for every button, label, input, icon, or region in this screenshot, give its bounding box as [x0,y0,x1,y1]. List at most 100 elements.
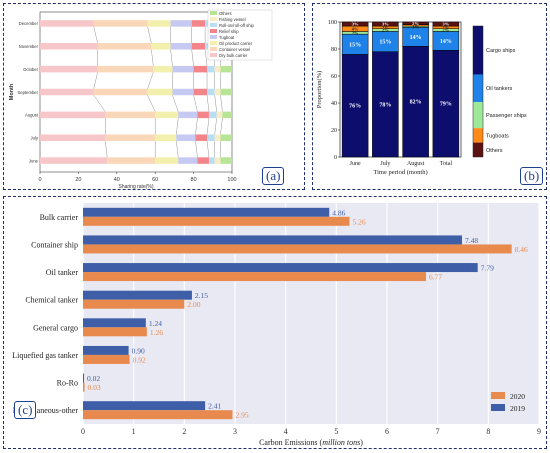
connector-line-a [195,118,198,135]
y-tick-label-c: General cargo [33,323,78,332]
legend-label-a: Tugboat [219,35,235,40]
y-tick-label-c: Ro-Ro [57,379,78,388]
panel-c-label: (c) [14,401,37,419]
bar-label-b: 14% [440,39,452,45]
bar-a [105,134,156,141]
x-tick-label-b: August [407,161,425,167]
y-axis-label-b: Proportion(%) [316,71,323,109]
x-axis-label-b: Time period (month) [373,169,427,176]
bar-a [207,134,215,141]
colorbar-label-b: Passenger ships [486,113,527,119]
legend-label-c: 2019 [510,404,525,413]
bar-label-b: 2% [442,25,449,30]
colorbar-segment-b [473,142,483,157]
y-tick-label-a: October [23,67,39,72]
bar-value-label-c: 1.24 [149,319,162,328]
x-tick-label-c: 5 [334,427,338,436]
bar-label-b: 2% [412,21,419,26]
x-tick-label-c: 1 [132,427,136,436]
legend-label-a: Roll-on/roll-off ship [219,23,255,28]
bar-label-b: 3% [382,22,389,27]
bar-a [107,157,156,164]
bar-c [83,299,185,309]
legend-swatch-a [210,41,217,45]
legend-swatch-a [210,53,217,57]
x-tick-label-a: 100 [227,177,236,183]
colorbar-segment-b [473,128,483,143]
x-tick-label-a: 20 [75,177,81,183]
bar-a [197,157,209,164]
connector-line-a [220,95,223,112]
x-axis-label-c: Carbon Emissions (million tons) [259,438,363,447]
x-tick-label-c: 2 [182,427,186,436]
connector-line-a [147,95,156,112]
x-tick-label-a: 80 [191,177,197,183]
bar-label-b: 79% [440,102,452,108]
bar-a [208,157,215,164]
panel-b: 0 20 40 60 80 100 Proportion(%) Time period (mo… [312,3,547,190]
bar-label-b: 2% [352,30,359,35]
x-tick-label-a: 0 [38,177,41,183]
x-tick-label-c: 3 [233,427,237,436]
x-axis-label-a: Sharing rate(%) [118,184,153,189]
legend-swatch-c [491,392,505,399]
connector-line-a [176,140,179,158]
bar-value-label-c: 0.03 [88,383,101,392]
connector-line-a [214,95,217,112]
x-tick-label-b: June [350,161,361,167]
bar-a [214,157,221,164]
y-tick-label-c: Bulk carrier [40,213,79,222]
connector-line-a [191,49,194,66]
bar-value-label-c: 8.46 [515,245,528,254]
bar-a [220,65,232,73]
bar-c [83,327,147,337]
y-tick-label-c: Chemical tanker [25,296,78,305]
x-tick-label-c: 6 [385,427,389,436]
bar-value-label-c: 4.86 [332,208,345,217]
bar-a [155,134,177,141]
bar-a [220,88,232,96]
colorbar-segment-b [473,26,483,75]
bar-c [83,373,85,383]
bar-value-label-c: 1.26 [150,328,163,337]
bar-c [83,410,233,420]
connector-line-a [170,49,173,66]
x-tick-label-a: 40 [114,177,120,183]
bar-c [83,216,350,226]
bar-c [83,382,85,392]
bar-a [170,43,192,50]
legend-label-a: Container vessel [219,47,250,52]
bar-a [151,43,171,50]
y-tick-label-b: 80 [331,47,337,53]
bar-a [147,88,173,96]
bar-label-b: 82% [410,100,422,106]
bar-a [216,111,223,119]
bar-a [222,111,232,119]
bar-value-label-c: 7.48 [465,236,478,245]
connector-line-a [147,72,154,89]
y-tick-label-c: Container ship [31,240,78,249]
bar-a [208,111,217,119]
x-tick-label-c: 8 [486,427,490,436]
legend-swatch-a [210,23,217,27]
y-tick-label-b: 40 [331,101,337,107]
bar-a [170,20,192,27]
bar-b [341,21,369,27]
bar-a [214,65,221,73]
connector-line-a [151,49,154,66]
connector-line-a [172,95,179,112]
bar-label-b: 2% [382,25,389,30]
bar-a [172,88,194,96]
panel-a-label: (a) [262,167,285,185]
bar-value-label-c: 0.02 [87,374,100,383]
bar-c [83,263,478,273]
colorbar-label-b: Oil tankers [486,86,513,92]
chart-a: 0 20 40 60 80 100 Sharing rate(%) Month June July… [9,9,273,190]
y-tick-label-b: 0 [334,155,337,161]
connector-line-a [93,26,98,44]
bar-c [83,401,206,411]
bar-b [402,21,429,25]
y-tick-label-c: Oil tanker [46,268,79,277]
legend-label-a: Others [219,11,232,16]
bar-c [83,207,330,217]
